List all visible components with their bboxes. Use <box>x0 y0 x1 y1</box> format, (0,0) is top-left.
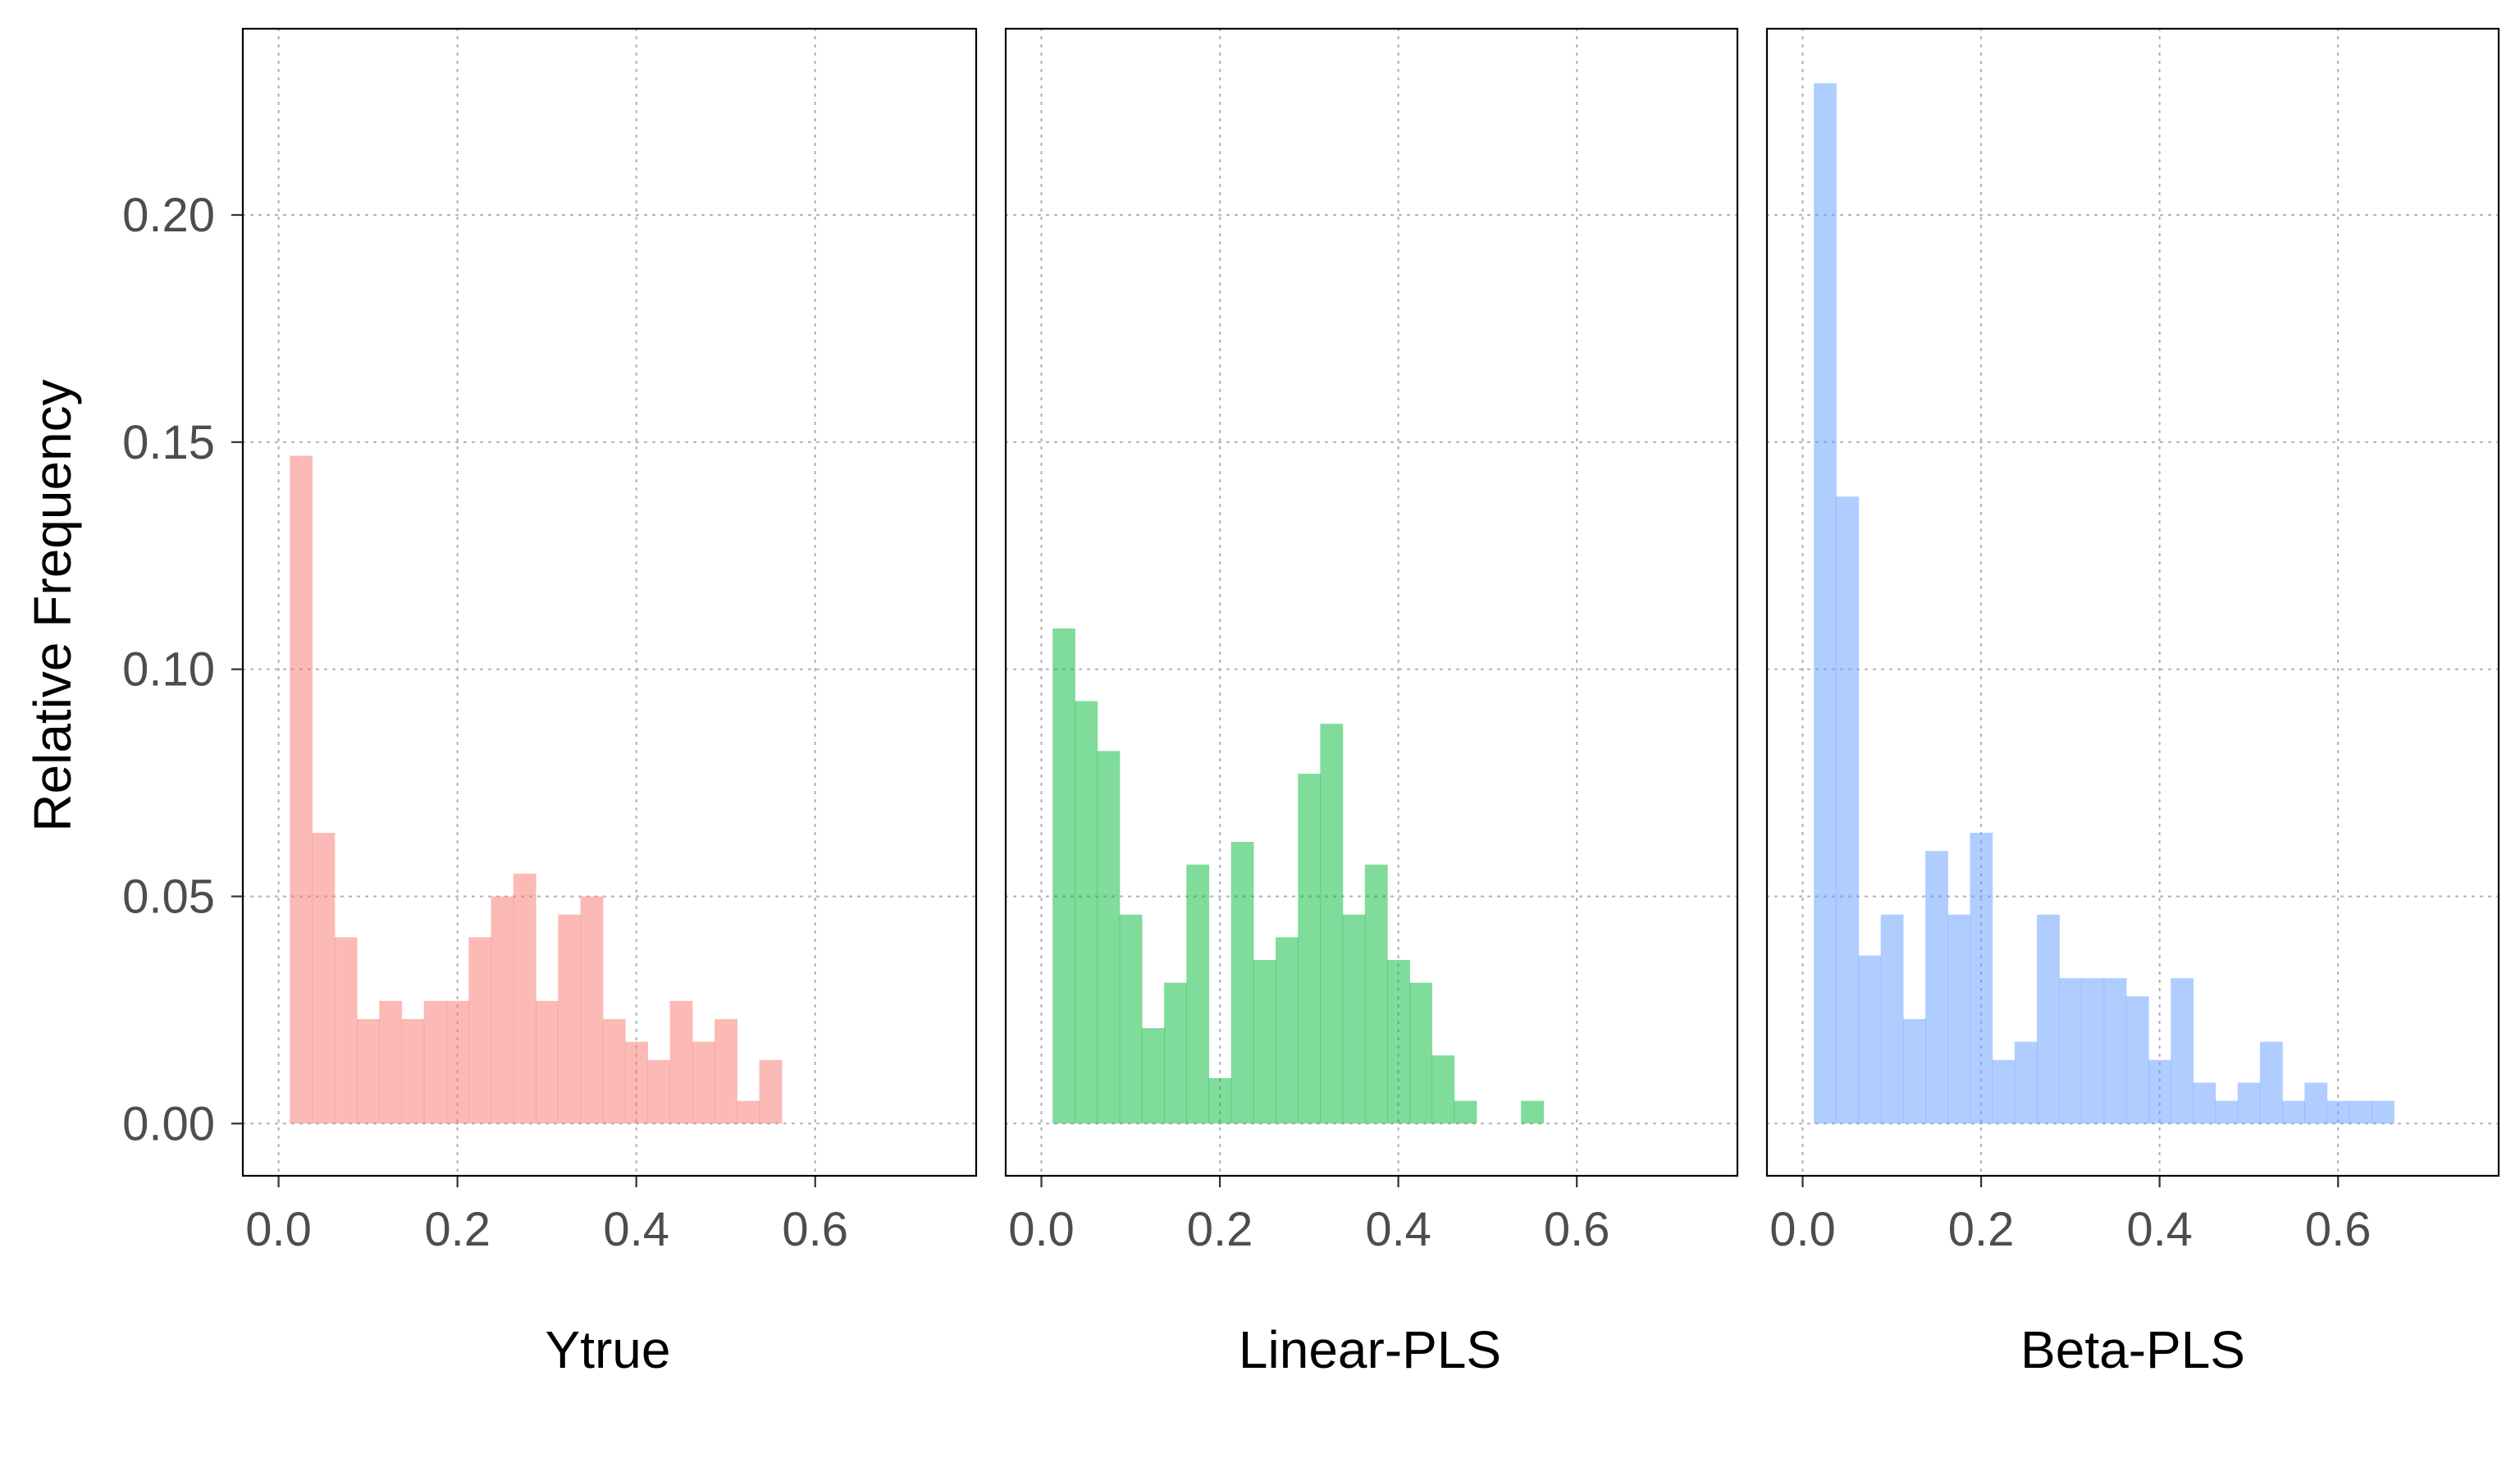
histogram-bar-linear-pls <box>1342 914 1366 1124</box>
histogram-bar-ytrue <box>468 937 492 1124</box>
histogram-bar-beta-pls <box>2125 996 2149 1124</box>
histogram-bar-linear-pls <box>1186 864 1210 1124</box>
histogram-bar-ytrue <box>647 1059 671 1124</box>
histogram-bar-linear-pls <box>1431 1055 1455 1124</box>
histogram-bar-linear-pls <box>1119 914 1143 1124</box>
y-tick-label-1: 0.05 <box>122 870 215 923</box>
y-tick-labels: 0.00 0.05 0.10 0.15 0.20 <box>122 189 243 1150</box>
histogram-bar-ytrue <box>669 1000 693 1124</box>
histogram-bar-beta-pls <box>2103 978 2127 1124</box>
histogram-bar-linear-pls <box>1075 701 1098 1124</box>
histogram-bar-ytrue <box>714 1018 737 1124</box>
histogram-bar-beta-pls <box>2304 1082 2328 1124</box>
y-tick-label-2: 0.10 <box>122 643 215 697</box>
histogram-bar-beta-pls <box>1992 1059 2016 1124</box>
histogram-bar-beta-pls <box>2326 1100 2350 1124</box>
histogram-bar-linear-pls <box>1387 960 1410 1124</box>
histogram-bar-linear-pls <box>1141 1028 1165 1124</box>
y-tick-label-4: 0.20 <box>122 189 215 242</box>
panel-beta-pls: 0.0 0.2 0.4 0.6 Beta-PLS <box>1765 27 2500 1379</box>
histogram-bar-beta-pls <box>2193 1082 2216 1124</box>
x-axis-title-linear-pls: Linear-PLS <box>1239 1320 1501 1379</box>
histogram-bar-linear-pls <box>1364 864 1388 1124</box>
histogram-bar-ytrue <box>737 1100 760 1124</box>
histogram-bar-ytrue <box>491 896 514 1124</box>
panel-border-ytrue <box>241 27 978 1177</box>
histogram-bar-beta-pls <box>2282 1100 2306 1124</box>
histogram-bar-ytrue <box>692 1041 715 1124</box>
histogram-bar-beta-pls <box>1970 832 1993 1124</box>
histogram-bar-linear-pls <box>1320 724 1344 1124</box>
histogram-bar-beta-pls <box>1836 496 1860 1124</box>
histogram-bar-ytrue <box>602 1018 626 1124</box>
histogram-bar-linear-pls <box>1208 1077 1232 1124</box>
y-tick-label-0: 0.00 <box>122 1097 215 1150</box>
histogram-bar-ytrue <box>446 1000 469 1124</box>
x-tick-label-linear-pls-0: 0.0 <box>1008 1203 1075 1256</box>
histogram-bar-ytrue <box>357 1018 380 1124</box>
x-tick-label-beta-pls-1: 0.2 <box>1948 1203 2015 1256</box>
panel-border-linear-pls <box>1004 27 1739 1177</box>
histogram-bar-beta-pls <box>2059 978 2083 1124</box>
histogram-bar-beta-pls <box>2237 1082 2261 1124</box>
histogram-bar-ytrue <box>513 873 536 1124</box>
histogram-bar-beta-pls <box>1880 914 1904 1124</box>
histogram-bar-beta-pls <box>2215 1100 2239 1124</box>
histogram-bar-ytrue <box>558 914 582 1124</box>
x-tick-label-beta-pls-0: 0.0 <box>1769 1203 1836 1256</box>
histogram-bar-beta-pls <box>1858 955 1882 1124</box>
panel-linear-pls: 0.0 0.2 0.4 0.6 Linear-PLS <box>1004 27 1739 1379</box>
x-axis-title-ytrue: Ytrue <box>546 1320 671 1379</box>
histogram-bar-beta-pls <box>1902 1018 1926 1124</box>
histogram-bar-ytrue <box>423 1000 447 1124</box>
histogram-bar-ytrue <box>312 832 336 1124</box>
histogram-bar-ytrue <box>334 937 358 1124</box>
x-tick-label-linear-pls-1: 0.2 <box>1187 1203 1253 1256</box>
histogram-bar-linear-pls <box>1298 774 1322 1124</box>
histogram-bar-ytrue <box>290 455 313 1124</box>
x-axis-title-beta-pls: Beta-PLS <box>2020 1320 2245 1379</box>
x-tick-label-beta-pls-3: 0.6 <box>2305 1203 2372 1256</box>
histogram-bar-linear-pls <box>1052 628 1075 1124</box>
panel-border-beta-pls <box>1765 27 2500 1177</box>
histogram-bar-beta-pls <box>2081 978 2105 1124</box>
histogram-bar-ytrue <box>580 896 604 1124</box>
x-tick-label-beta-pls-2: 0.4 <box>2126 1203 2193 1256</box>
histogram-bar-beta-pls <box>1925 851 1948 1124</box>
histogram-bar-ytrue <box>625 1041 648 1124</box>
y-tick-label-3: 0.15 <box>122 416 215 469</box>
x-tick-label-linear-pls-2: 0.4 <box>1365 1203 1431 1256</box>
histogram-bar-beta-pls <box>1947 914 1971 1124</box>
x-tick-label-ytrue-3: 0.6 <box>782 1203 848 1256</box>
histogram-bar-beta-pls <box>2349 1100 2372 1124</box>
histogram-bar-ytrue <box>759 1059 783 1124</box>
panel-ytrue: 0.0 0.2 0.4 0.6 Ytrue <box>241 27 978 1379</box>
x-tick-label-ytrue-0: 0.0 <box>245 1203 312 1256</box>
histogram-bar-linear-pls <box>1253 960 1276 1124</box>
histogram-bar-ytrue <box>536 1000 559 1124</box>
histogram-bar-linear-pls <box>1164 982 1187 1124</box>
histogram-bar-ytrue <box>401 1018 425 1124</box>
histogram-bar-linear-pls <box>1097 751 1121 1124</box>
x-tick-label-linear-pls-3: 0.6 <box>1544 1203 1610 1256</box>
histogram-bar-linear-pls <box>1521 1100 1545 1124</box>
histogram-bar-beta-pls <box>2014 1041 2038 1124</box>
histogram-bar-linear-pls <box>1409 982 1433 1124</box>
histogram-bar-beta-pls <box>2148 1059 2171 1124</box>
histogram-bar-beta-pls <box>2260 1041 2283 1124</box>
histogram-bar-beta-pls <box>2037 914 2060 1124</box>
histogram-bar-beta-pls <box>2371 1100 2394 1124</box>
histogram-bar-ytrue <box>379 1000 403 1124</box>
histogram-bar-beta-pls <box>2171 978 2194 1124</box>
y-axis-title: Relative Frequency <box>23 379 82 831</box>
x-tick-label-ytrue-2: 0.4 <box>603 1203 669 1256</box>
histogram-bar-linear-pls <box>1454 1100 1477 1124</box>
histogram-bar-linear-pls <box>1230 842 1254 1124</box>
histogram-bar-beta-pls <box>1814 83 1837 1124</box>
x-tick-label-ytrue-1: 0.2 <box>424 1203 491 1256</box>
histogram-bar-linear-pls <box>1276 937 1299 1124</box>
